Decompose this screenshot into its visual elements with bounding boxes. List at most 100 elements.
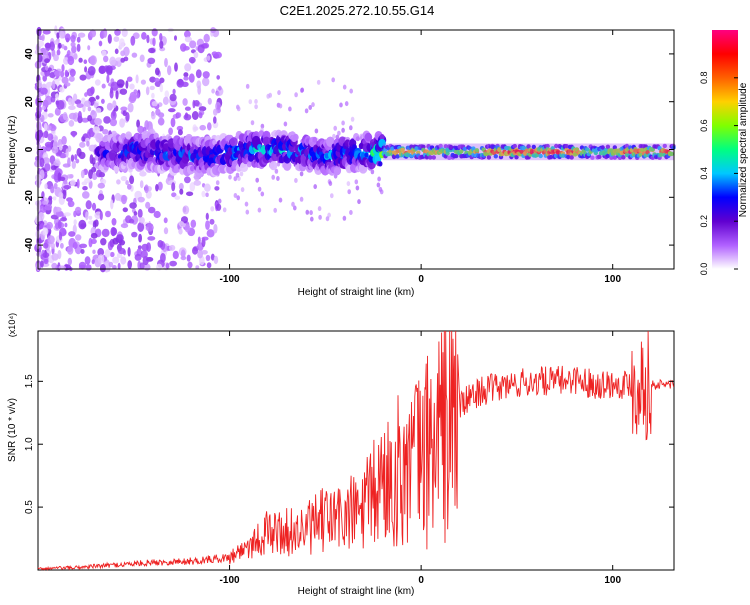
snr-ylabel: SNR (10 * v/v) [7,398,18,462]
colorbar-scale [712,30,738,269]
spectrogram-noise-cell [101,83,106,89]
spectrogram-noise-cell [58,42,62,49]
spectrogram-noise-cell [67,246,74,255]
spectrogram-noise-cell [112,256,120,264]
spectrogram-noise-cell [41,105,47,111]
spectrogram-noise-cell [86,88,94,97]
colorbar-tick-label: 0.8 [699,72,709,85]
spectrogram-noise-cell [151,92,155,99]
snr-series-line [37,330,675,571]
spectrogram-noise-cell [137,196,145,203]
spectrogram-noise-cell [171,182,176,192]
spectrogram-ridge-cell [333,167,341,176]
spectrogram-noise-cell [109,56,116,66]
spectrogram-noise-cell [240,187,245,193]
spectrogram-noise-cell [96,169,102,178]
spectrogram-noise-cell [72,241,78,250]
spectrogram-noise-cell [149,76,156,83]
spectrogram-ridge-cell [229,137,238,147]
spectrogram-noise-cell [103,116,111,124]
spectrogram-noise-cell [77,32,86,38]
spectrogram-xtick-label: -100 [220,274,240,285]
spectrogram-noise-cell [211,88,215,94]
spectrogram-noise-cell [109,118,117,127]
spectrogram-noise-cell [80,169,85,179]
spectrogram-noise-cell [98,40,103,47]
spectrogram-ridge-cell [390,146,395,151]
spectrogram-noise-cell [233,176,238,182]
spectrogram-noise-cell [89,29,97,38]
spectrogram-noise-cell [110,86,114,94]
figure-title: C2E1.2025.272.10.55.G14 [280,3,435,18]
spectrogram-noise-cell [171,192,177,198]
spectrogram-noise-cell [81,136,86,142]
spectrogram-ytick-label: 0 [24,146,35,152]
spectrogram-noise-cell [155,184,159,192]
snr-ytick-label: 1.5 [24,374,35,388]
spectrogram-noise-cell [91,259,95,265]
spectrogram-noise-cell [198,106,207,112]
spectrogram-noise-cell [271,174,276,180]
spectrogram-noise-cell [87,66,96,76]
spectrogram-ridge-cell [454,153,459,159]
spectrogram-noise-cell [213,108,218,116]
spectrogram-noise-cell [83,59,88,64]
spectrogram-noise-cell [89,154,94,165]
spectrogram-ridge-cell [407,148,412,154]
spectrogram-noise-cell [63,212,71,217]
spectrogram-noise-cell [193,100,200,107]
spectrogram-noise-cell [44,203,53,211]
spectrogram-ridge-cell [190,165,195,172]
spectrogram-noise-cell [68,231,76,237]
spectrogram-noise-cell [110,199,114,210]
spectrogram-ridge-cell [395,154,400,159]
spectrogram-panel: -100 0 100 -40 -20 0 20 40 Height of straight l… [7,25,676,298]
spectrogram-noise-cell [73,53,78,60]
spectrogram-noise-cell [174,195,181,200]
spectrogram-noise-cell [133,211,138,216]
spectrogram-noise-cell [51,80,56,90]
spectrogram-noise-cell [273,207,278,213]
spectrogram-noise-cell [254,104,258,110]
spectrogram-noise-cell [43,258,49,265]
spectrogram-noise-cell [76,36,81,43]
colorbar-tick-label: 0.0 [699,263,709,276]
spectrogram-noise-cell [50,242,56,249]
spectrogram-noise-cell [88,237,93,248]
spectrogram-ridge-cell [605,153,611,159]
spectrogram-ridge-cell [283,160,292,171]
spectrogram-noise-cell [73,210,77,218]
spectrogram-noise-cell [304,108,309,114]
spectrogram-noise-cell [120,106,128,112]
spectrogram-noise-cell [205,254,211,262]
spectrogram-noise-cell [108,261,114,268]
colorbar-label: Normalized spectral amplitude [738,82,749,217]
snr-ytick-label: 1.0 [24,437,35,451]
spectrogram-noise-cell [140,79,146,85]
spectrogram-noise-cell [206,262,212,269]
spectrogram-noise-cell [47,235,55,245]
spectrogram-noise-cell [228,174,232,180]
spectrogram-noise-cell [308,105,313,110]
spectrogram-noise-cell [53,160,61,167]
spectrogram-noise-cell [61,227,66,236]
spectrogram-noise-cell [233,193,238,198]
spectrogram-ridge-cell [239,161,249,173]
spectrogram-ridge-cell [247,154,255,162]
spectrogram-ridge-cell [519,149,524,154]
spectrogram-noise-cell [68,105,76,111]
spectrogram-noise-cell [331,77,336,83]
spectrogram-ridge-cell [662,143,667,149]
spectrogram-noise-cell [341,120,345,126]
spectrogram-ridge-cell [512,143,517,149]
spectrogram-noise-cell [177,129,183,136]
spectrogram-noise-cell [184,63,192,72]
spectrogram-noise-cell [216,104,221,110]
spectrogram-noise-cell [145,86,150,96]
spectrogram-noise-cell [202,71,210,79]
snr-scale-label: (x10⁴) [7,313,17,337]
spectrogram-noise-cell [178,221,184,226]
spectrogram-ridge-cell [573,152,578,157]
